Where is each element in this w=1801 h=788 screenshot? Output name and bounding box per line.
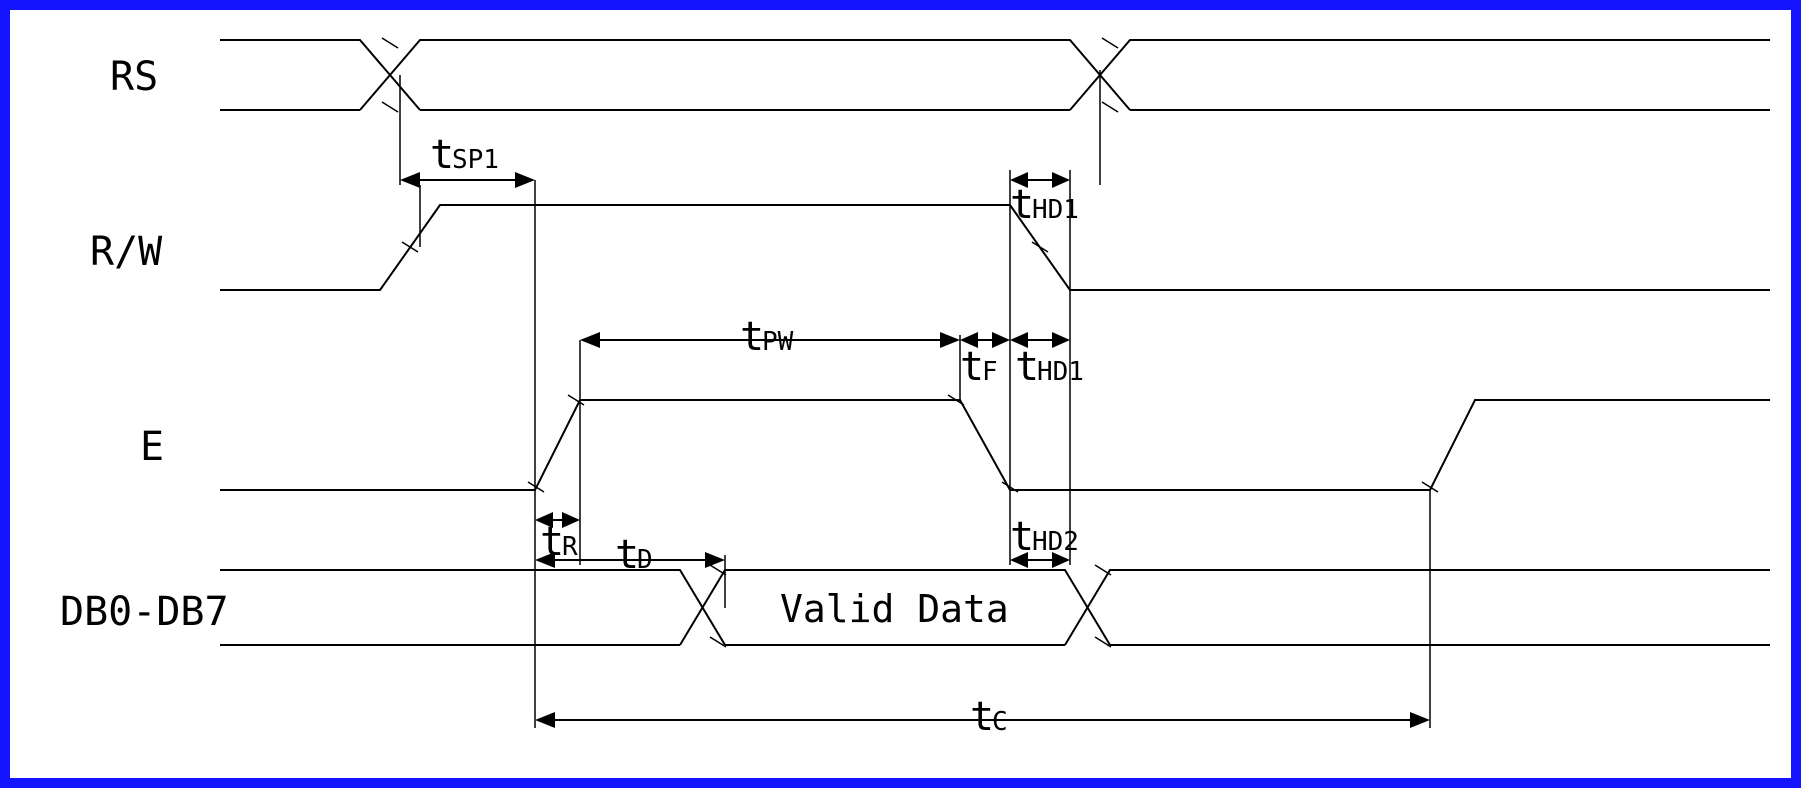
rs-top3 [1070, 40, 1770, 110]
svg-text:SP1: SP1 [452, 145, 499, 175]
svg-text:D: D [637, 545, 653, 575]
svg-text:F: F [982, 357, 998, 387]
dim-tF: t F [960, 332, 1010, 390]
dim-tHD1-mid: t HD1 [1010, 332, 1084, 390]
svg-text:PW: PW [762, 327, 794, 357]
dim-tC: t C [535, 694, 1430, 740]
rs-tick [382, 102, 398, 112]
valid-data-label: Valid Data [780, 587, 1009, 631]
dim-tHD2: t HD2 [1010, 514, 1079, 568]
db-top3 [1065, 570, 1770, 645]
dim-tHD1-top: t HD1 [1010, 172, 1079, 228]
svg-text:C: C [992, 707, 1008, 737]
db-tick [1095, 565, 1111, 575]
svg-text:HD1: HD1 [1032, 195, 1079, 225]
rw-tick [1032, 242, 1048, 252]
svg-text:t: t [1010, 514, 1034, 560]
e-line [220, 400, 1770, 490]
label-e: E [140, 424, 164, 470]
rs-tick [382, 38, 398, 48]
svg-text:R: R [562, 532, 578, 562]
timing-diagram: RS R/W E DB0-DB7 Valid Data [10, 10, 1791, 778]
svg-text:t: t [970, 694, 994, 740]
db-tick [710, 565, 726, 575]
rw-tick [402, 242, 418, 252]
label-rs: RS [110, 54, 158, 100]
svg-text:t: t [430, 132, 454, 178]
diagram-frame: RS R/W E DB0-DB7 Valid Data [0, 0, 1801, 788]
svg-text:HD2: HD2 [1032, 527, 1079, 557]
dim-tR: t R [535, 512, 580, 565]
svg-text:t: t [960, 344, 984, 390]
dim-tPW: t PW [580, 314, 960, 360]
svg-text:t: t [1015, 344, 1039, 390]
rs-top2 [360, 40, 1130, 110]
rs-tick [1102, 102, 1118, 112]
svg-text:t: t [1010, 182, 1034, 228]
rs-tick [1102, 38, 1118, 48]
db-top [220, 570, 725, 645]
svg-text:t: t [740, 314, 764, 360]
label-db: DB0-DB7 [60, 589, 229, 635]
label-rw: R/W [90, 229, 163, 275]
dim-tSP1: t SP1 [400, 132, 535, 188]
svg-text:HD1: HD1 [1037, 357, 1084, 387]
rw-line [220, 205, 1770, 290]
svg-text:t: t [615, 532, 639, 578]
